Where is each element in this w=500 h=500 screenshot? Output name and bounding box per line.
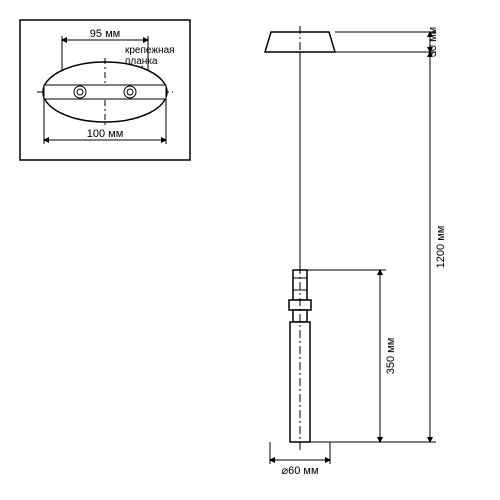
technical-diagram: 95 ммкрепежнаяпланка100 мм⌀60 мм30 мм120…	[0, 0, 500, 500]
dim-60-label: ⌀60 мм	[281, 465, 318, 477]
dim-95-label: 95 мм	[90, 28, 120, 40]
screw-hole-left	[77, 89, 83, 95]
mounting-plank	[44, 85, 166, 99]
plank-label-1: крепежная	[125, 45, 175, 56]
dim-1200-label: 1200 мм	[435, 226, 447, 269]
dim-350-label: 350 мм	[385, 338, 397, 375]
screw-hole-right	[127, 89, 133, 95]
dim-100-label: 100 мм	[87, 128, 124, 140]
dim-30-label: 30 мм	[427, 27, 439, 57]
